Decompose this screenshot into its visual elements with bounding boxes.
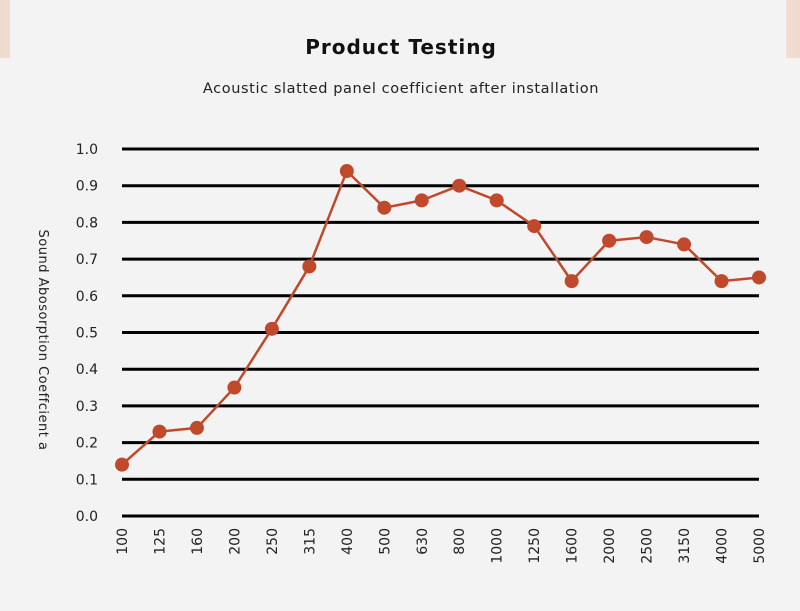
chart-card: Product Testing Acoustic slatted panel c…	[10, 0, 786, 611]
x-tick-label: 3150	[677, 528, 693, 564]
x-tick-label: 1250	[527, 528, 543, 564]
x-tick-label: 125	[152, 528, 168, 555]
x-tick-label: 500	[377, 528, 393, 555]
data-point	[564, 274, 579, 289]
x-tick-label: 1600	[565, 528, 581, 564]
y-tick-label: 0.5	[76, 326, 98, 342]
y-tick-label: 0.8	[76, 215, 98, 231]
x-tick-label: 2500	[640, 528, 656, 564]
data-point	[377, 200, 392, 215]
data-point	[414, 193, 429, 208]
y-tick-label: 0.0	[76, 509, 98, 525]
x-tick-labels: 100 125 160 200 250 315 400 500 630 800 1000 1250 16…	[115, 528, 768, 564]
data-point	[264, 321, 279, 336]
x-tick-label: 315	[302, 528, 318, 555]
data-point	[152, 424, 167, 439]
data-point	[677, 237, 692, 252]
y-tick-label: 0.1	[76, 472, 98, 488]
x-tick-label: 1000	[490, 528, 506, 564]
data-point	[489, 193, 504, 208]
data-point	[639, 230, 654, 245]
data-point	[115, 457, 129, 472]
series-line-group	[115, 164, 766, 472]
line-chart: Product Testing Acoustic slatted panel c…	[35, 35, 768, 564]
y-tick-label: 0.4	[76, 362, 98, 378]
x-tick-label: 200	[227, 528, 243, 555]
y-axis-label: Sound Abosorption Coeffcient a	[35, 230, 50, 451]
y-tick-label: 1.0	[76, 142, 98, 158]
data-point	[752, 270, 766, 285]
x-tick-label: 2000	[602, 528, 618, 564]
data-point	[339, 164, 354, 179]
grid-lines	[122, 147, 759, 518]
y-tick-label: 0.6	[76, 289, 98, 305]
data-point	[714, 274, 729, 289]
y-tick-label: 0.7	[76, 252, 98, 268]
y-tick-labels: 0.0 0.1 0.2 0.3 0.4 0.5 0.6 0.7 0.8 0.9 1.0	[76, 142, 98, 525]
x-tick-label: 4000	[715, 528, 731, 564]
y-tick-label: 0.9	[76, 179, 98, 195]
data-point	[189, 420, 204, 435]
data-point	[527, 219, 542, 234]
x-tick-label: 5000	[752, 528, 768, 564]
x-tick-label: 250	[265, 528, 281, 555]
chart-title: Product Testing	[305, 35, 497, 59]
x-tick-label: 100	[115, 528, 131, 555]
x-tick-label: 800	[452, 528, 468, 555]
y-tick-label: 0.3	[76, 399, 98, 415]
x-tick-label: 160	[190, 528, 206, 555]
data-point	[302, 259, 317, 274]
y-tick-label: 0.2	[76, 436, 98, 452]
data-point	[452, 178, 467, 193]
data-point	[602, 233, 617, 248]
x-tick-label: 630	[415, 528, 431, 555]
data-point	[227, 380, 242, 395]
series-line	[121, 169, 760, 466]
chart-subtitle: Acoustic slatted panel coefficient after…	[203, 81, 599, 97]
x-tick-label: 400	[340, 528, 356, 555]
